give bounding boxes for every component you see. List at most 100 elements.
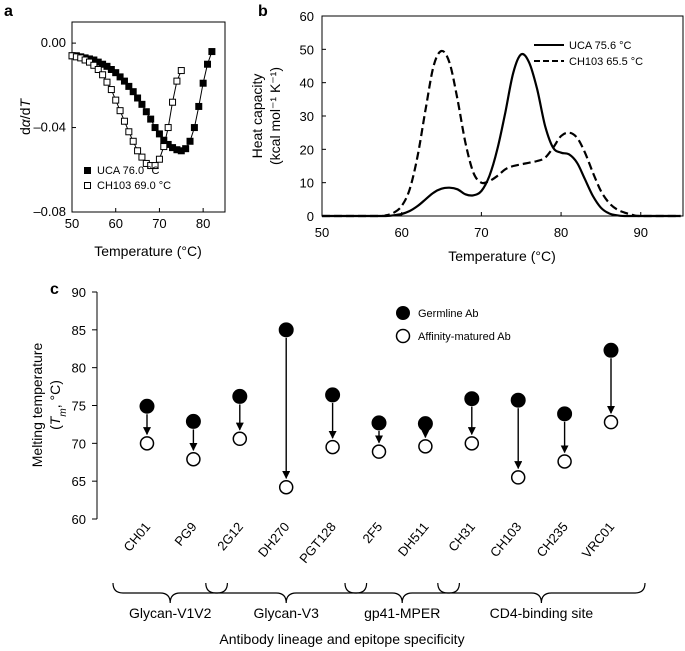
data-point-ch103 — [116, 107, 124, 115]
data-point-uca — [125, 82, 133, 90]
category-label: VRC01 — [579, 519, 617, 561]
legend-ch103: CH103 65.5 °C — [569, 56, 643, 68]
group-brace — [112, 582, 228, 604]
y-tick-label: 60 — [300, 9, 314, 24]
data-point-ch103 — [125, 128, 133, 136]
matured-point — [464, 436, 480, 451]
data-point-ch103 — [160, 143, 168, 151]
matured-point — [232, 431, 248, 447]
x-tick-label: 80 — [196, 216, 210, 231]
data-point-uca — [164, 140, 172, 148]
data-point-ch103 — [169, 98, 177, 106]
data-point-ch103 — [173, 77, 181, 85]
category-label: CH01 — [120, 519, 153, 554]
panel-c-label: c — [50, 281, 59, 298]
data-point-ch103 — [129, 137, 137, 145]
data-point-uca — [173, 146, 181, 154]
panel-c-x-axis-label: Antibody lineage and epitope specificity — [219, 631, 464, 647]
matured-point — [510, 470, 526, 485]
data-point-uca — [151, 124, 159, 132]
data-point-uca — [186, 137, 194, 145]
category-label: PGT128 — [296, 519, 339, 566]
y-tick-label: 50 — [300, 42, 314, 57]
matured-point — [186, 451, 201, 467]
legend-germline: Germline Ab — [418, 308, 479, 320]
legend-affinity-matured: Affinity-matured Ab — [418, 331, 511, 343]
data-point-uca — [138, 100, 146, 108]
panel-c-legend: Germline Ab Affinity-matured Ab — [395, 306, 511, 344]
panel-b-legend: UCA 75.6 °C CH103 65.5 °C — [534, 40, 643, 68]
group-label: Glycan-V1V2 — [129, 605, 212, 621]
y-tick-label: 80 — [72, 361, 86, 376]
y-tick-label: 65 — [72, 474, 86, 489]
category-label: PG9 — [171, 519, 199, 549]
y-tick-label: 90 — [72, 285, 86, 300]
y-tick-label: –0.08 — [33, 204, 66, 219]
x-tick-label: 80 — [554, 225, 568, 240]
y-tick-label: 10 — [300, 176, 314, 191]
legend-open-circle-marker — [395, 328, 411, 344]
data-point-uca — [147, 115, 155, 123]
data-point-uca — [94, 58, 102, 66]
legend-ch103: CH103 69.0 °C — [97, 180, 171, 192]
y-tick-label: 60 — [72, 512, 86, 527]
x-tick-label: 90 — [634, 225, 648, 240]
group-label: gp41-MPER — [364, 605, 440, 621]
panel-a-label: a — [4, 3, 13, 20]
germline-point — [417, 416, 433, 432]
data-point-uca — [160, 136, 168, 144]
y-tick-label: 85 — [72, 323, 86, 338]
panel-c-chart: 60 65 70 75 80 85 90 Melting temperature (Tm, … — [29, 285, 646, 647]
data-point-uca — [195, 102, 203, 110]
x-tick-label: 50 — [65, 216, 79, 231]
matured-point — [371, 444, 387, 459]
panel-b-chart: 50 60 70 80 90 0 10 20 30 40 50 60 Heat capacity (k… — [249, 9, 684, 264]
germline-point — [371, 415, 387, 431]
group-label: CD4-binding site — [490, 605, 594, 621]
matured-point — [603, 414, 619, 430]
y-tick-label: 0 — [307, 209, 314, 224]
data-point-ch103 — [90, 61, 98, 69]
matured-point — [139, 436, 155, 451]
panel-c-y-axis-label-line1: Melting temperature — [29, 343, 45, 468]
legend-filled-square-marker — [84, 167, 91, 174]
category-label: DH270 — [255, 519, 293, 560]
category-label: 2F5 — [359, 519, 385, 546]
y-tick-label: 20 — [300, 142, 314, 157]
germline-point — [510, 392, 526, 408]
legend-uca: UCA 75.6 °C — [569, 40, 632, 52]
category-label: DH511 — [395, 519, 432, 559]
data-point-uca — [90, 56, 98, 64]
y-tick-label: –0.04 — [33, 120, 66, 135]
panel-a-legend: UCA 76.0 °C CH103 69.0 °C — [84, 165, 171, 192]
data-point-ch103 — [134, 147, 142, 155]
category-label: CH235 — [533, 519, 571, 560]
series-line-ch103 — [321, 49, 681, 218]
category-label: CH31 — [445, 519, 478, 554]
legend-open-square-marker — [84, 182, 91, 189]
x-tick-label: 60 — [394, 225, 408, 240]
germline-point — [232, 388, 248, 404]
data-point-uca — [129, 88, 137, 96]
panel-b-label: b — [258, 3, 268, 20]
data-point-uca — [177, 147, 185, 155]
data-point-uca — [182, 145, 190, 153]
category-label: 2G12 — [214, 519, 246, 553]
data-point-uca — [112, 69, 120, 77]
data-point-uca — [208, 48, 216, 56]
x-tick-label: 60 — [108, 216, 122, 231]
panel-b-x-axis-label: Temperature (°C) — [448, 248, 556, 264]
data-point-ch103 — [99, 71, 107, 79]
group-label: Glycan-V3 — [254, 605, 320, 621]
data-point-ch103 — [138, 153, 146, 161]
matured-point — [325, 439, 340, 455]
data-point-uca — [116, 73, 124, 81]
panel-a-x-axis-label: Temperature (°C) — [94, 243, 202, 259]
panel-b-y-axis-label-line1: Heat capacity — [249, 74, 265, 159]
panel-c-y-axis-label-line2: (Tm, °C) — [47, 380, 69, 430]
data-point-ch103 — [120, 117, 128, 125]
data-point-ch103 — [164, 124, 172, 132]
series-line-uca — [321, 52, 681, 218]
data-point-ch103 — [94, 66, 102, 73]
